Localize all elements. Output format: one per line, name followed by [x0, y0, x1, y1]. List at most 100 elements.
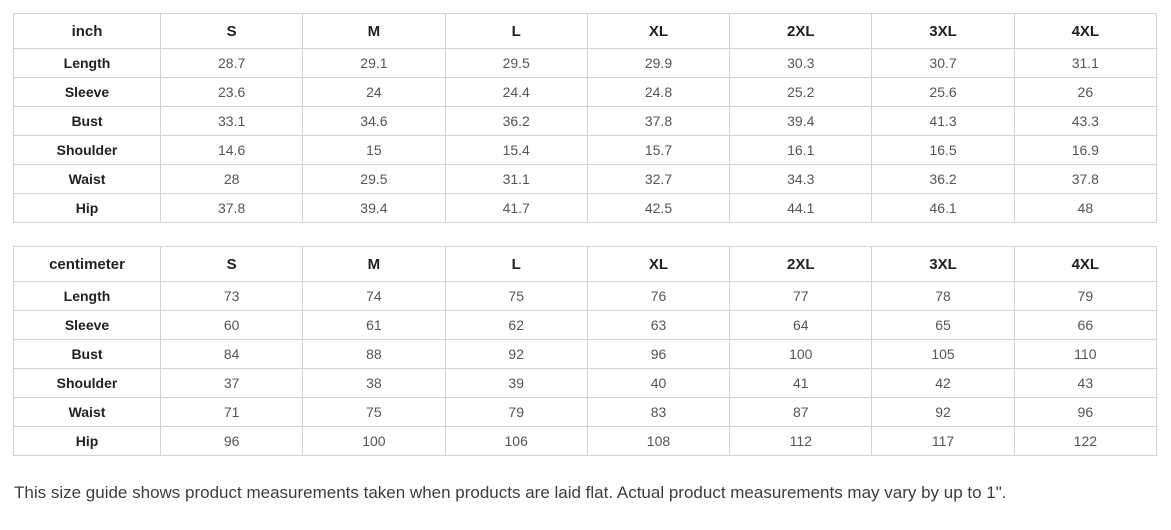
measurement-value: 92: [444, 339, 588, 369]
size-table-centimeter: centimeter S M L XL 2XL 3XL 4XL Length 73 74 75 76 7…: [13, 246, 1158, 456]
measurement-value: 38: [302, 368, 446, 398]
measurement-value: 42: [871, 368, 1015, 398]
measurement-value: 31.1: [1013, 48, 1158, 78]
measurement-value: 28.7: [159, 48, 304, 78]
measurement-value: 100: [729, 339, 873, 369]
measurement-value: 24.8: [586, 77, 731, 107]
measurement-value: 30.3: [729, 48, 873, 78]
size-header: 2XL: [729, 246, 873, 282]
measurement-row: Length 73 74 75 76 77 78 79: [13, 281, 1158, 311]
measurement-value: 96: [159, 426, 304, 456]
measurement-value: 29.5: [302, 164, 446, 194]
measurement-value: 15: [302, 135, 446, 165]
measurement-value: 37: [159, 368, 304, 398]
measurement-row: Shoulder 14.6 15 15.4 15.7 16.1 16.5 16.9: [13, 135, 1158, 165]
measurement-row: Sleeve 23.6 24 24.4 24.8 25.2 25.6 26: [13, 77, 1158, 107]
measurement-value: 23.6: [159, 77, 304, 107]
measurement-value: 63: [586, 310, 731, 340]
measurement-value: 37.8: [586, 106, 731, 136]
measurement-value: 29.5: [444, 48, 588, 78]
measurement-value: 60: [159, 310, 304, 340]
measurement-value: 96: [1013, 397, 1158, 427]
measurement-value: 74: [302, 281, 446, 311]
measurement-value: 37.8: [159, 193, 304, 223]
measurement-label: Hip: [13, 193, 161, 223]
measurement-label: Sleeve: [13, 77, 161, 107]
measurement-value: 100: [302, 426, 446, 456]
measurement-label: Waist: [13, 397, 161, 427]
measurement-value: 117: [871, 426, 1015, 456]
measurement-value: 92: [871, 397, 1015, 427]
measurement-value: 39.4: [302, 193, 446, 223]
measurement-value: 105: [871, 339, 1015, 369]
size-header: XL: [586, 246, 731, 282]
measurement-value: 41.3: [871, 106, 1015, 136]
size-header: 4XL: [1013, 246, 1158, 282]
size-table-header-row: centimeter S M L XL 2XL 3XL 4XL: [13, 246, 1158, 282]
measurement-row: Waist 71 75 79 83 87 92 96: [13, 397, 1158, 427]
measurement-value: 41: [729, 368, 873, 398]
measurement-row: Shoulder 37 38 39 40 41 42 43: [13, 368, 1158, 398]
measurement-value: 34.3: [729, 164, 873, 194]
measurement-value: 96: [586, 339, 731, 369]
measurement-value: 16.1: [729, 135, 873, 165]
measurement-value: 16.5: [871, 135, 1015, 165]
measurement-value: 48: [1013, 193, 1158, 223]
size-header: L: [444, 246, 588, 282]
measurement-value: 36.2: [444, 106, 588, 136]
measurement-value: 65: [871, 310, 1015, 340]
size-header: S: [159, 13, 304, 49]
measurement-label: Length: [13, 281, 161, 311]
measurement-value: 61: [302, 310, 446, 340]
measurement-value: 34.6: [302, 106, 446, 136]
measurement-value: 29.1: [302, 48, 446, 78]
measurement-row: Bust 33.1 34.6 36.2 37.8 39.4 41.3 43.3: [13, 106, 1158, 136]
measurement-value: 44.1: [729, 193, 873, 223]
measurement-value: 24: [302, 77, 446, 107]
measurement-label: Length: [13, 48, 161, 78]
measurement-value: 108: [586, 426, 731, 456]
measurement-value: 66: [1013, 310, 1158, 340]
measurement-row: Bust 84 88 92 96 100 105 110: [13, 339, 1158, 369]
unit-label: centimeter: [13, 246, 161, 282]
measurement-value: 77: [729, 281, 873, 311]
measurement-row: Sleeve 60 61 62 63 64 65 66: [13, 310, 1158, 340]
size-header: L: [444, 13, 588, 49]
measurement-value: 84: [159, 339, 304, 369]
measurement-label: Waist: [13, 164, 161, 194]
measurement-value: 14.6: [159, 135, 304, 165]
measurement-value: 33.1: [159, 106, 304, 136]
measurement-value: 39.4: [729, 106, 873, 136]
measurement-value: 25.6: [871, 77, 1015, 107]
measurement-label: Sleeve: [13, 310, 161, 340]
measurement-value: 41.7: [444, 193, 588, 223]
measurement-value: 122: [1013, 426, 1158, 456]
measurement-value: 28: [159, 164, 304, 194]
size-header: 3XL: [871, 13, 1015, 49]
measurement-label: Hip: [13, 426, 161, 456]
measurement-value: 43: [1013, 368, 1158, 398]
measurement-value: 73: [159, 281, 304, 311]
size-header: M: [302, 13, 446, 49]
measurement-value: 76: [586, 281, 731, 311]
measurement-row: Length 28.7 29.1 29.5 29.9 30.3 30.7 31.1: [13, 48, 1158, 78]
measurement-value: 106: [444, 426, 588, 456]
size-header: 4XL: [1013, 13, 1158, 49]
measurement-label: Bust: [13, 339, 161, 369]
size-header: S: [159, 246, 304, 282]
measurement-value: 40: [586, 368, 731, 398]
measurement-value: 75: [302, 397, 446, 427]
measurement-value: 110: [1013, 339, 1158, 369]
measurement-value: 78: [871, 281, 1015, 311]
measurement-value: 39: [444, 368, 588, 398]
measurement-value: 79: [1013, 281, 1158, 311]
measurement-value: 75: [444, 281, 588, 311]
measurement-value: 25.2: [729, 77, 873, 107]
size-table-inch: inch S M L XL 2XL 3XL 4XL Length 28.7 29.1 29.5 29.…: [13, 13, 1158, 223]
measurement-row: Hip 37.8 39.4 41.7 42.5 44.1 46.1 48: [13, 193, 1158, 223]
size-guide-note: This size guide shows product measuremen…: [14, 483, 1007, 502]
size-header: 3XL: [871, 246, 1015, 282]
size-table-header-row: inch S M L XL 2XL 3XL 4XL: [13, 13, 1158, 49]
measurement-value: 15.7: [586, 135, 731, 165]
measurement-value: 112: [729, 426, 873, 456]
